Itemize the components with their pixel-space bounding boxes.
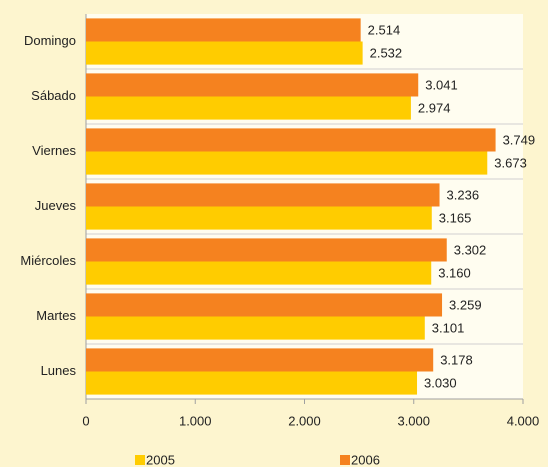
bar (86, 316, 425, 340)
x-tick-label: 1.000 (179, 413, 212, 428)
value-label: 3.160 (438, 265, 471, 280)
bar (86, 18, 361, 42)
value-label: 3.302 (454, 242, 487, 257)
y-tick-label: Martes (36, 308, 76, 323)
bar (86, 96, 411, 120)
bar (86, 293, 443, 317)
y-tick-label: Viernes (32, 143, 76, 158)
value-label: 2.974 (418, 100, 451, 115)
bar (86, 206, 432, 230)
bar (86, 73, 419, 97)
bar (86, 183, 440, 207)
value-label: 3.041 (425, 77, 458, 92)
value-label: 3.236 (447, 187, 480, 202)
legend-swatch (340, 455, 350, 465)
legend-label: 2006 (351, 452, 380, 467)
y-tick-label: Domingo (24, 33, 76, 48)
bar (86, 371, 418, 395)
value-label: 3.749 (503, 132, 536, 147)
bar (86, 238, 447, 262)
y-tick-label: Jueves (35, 198, 77, 213)
bar (86, 128, 496, 152)
bar (86, 348, 434, 372)
x-tick-label: 3.000 (397, 413, 430, 428)
y-tick-label: Lunes (41, 363, 77, 378)
value-label: 3.673 (494, 155, 527, 170)
value-label: 3.259 (449, 297, 482, 312)
value-label: 3.101 (432, 320, 465, 335)
x-tick-label: 0 (82, 413, 89, 428)
value-label: 3.178 (440, 352, 473, 367)
y-tick-label: Sábado (31, 88, 76, 103)
bar (86, 261, 432, 285)
x-tick-label: 2.000 (288, 413, 321, 428)
legend-label: 2005 (146, 452, 175, 467)
bar (86, 151, 488, 175)
value-label: 3.165 (439, 210, 472, 225)
x-tick-label: 4.000 (507, 413, 540, 428)
y-tick-label: Miércoles (20, 253, 76, 268)
value-label: 2.514 (368, 22, 401, 37)
legend-swatch (135, 455, 145, 465)
value-label: 3.030 (424, 375, 457, 390)
value-label: 2.532 (370, 45, 403, 60)
bar (86, 41, 363, 65)
